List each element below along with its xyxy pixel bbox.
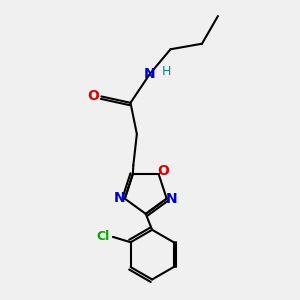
Text: O: O xyxy=(88,89,100,103)
Text: O: O xyxy=(157,164,169,178)
Text: H: H xyxy=(161,65,171,79)
Text: N: N xyxy=(166,192,177,206)
Text: Cl: Cl xyxy=(97,230,110,243)
Text: N: N xyxy=(114,191,126,205)
Text: N: N xyxy=(144,67,156,81)
